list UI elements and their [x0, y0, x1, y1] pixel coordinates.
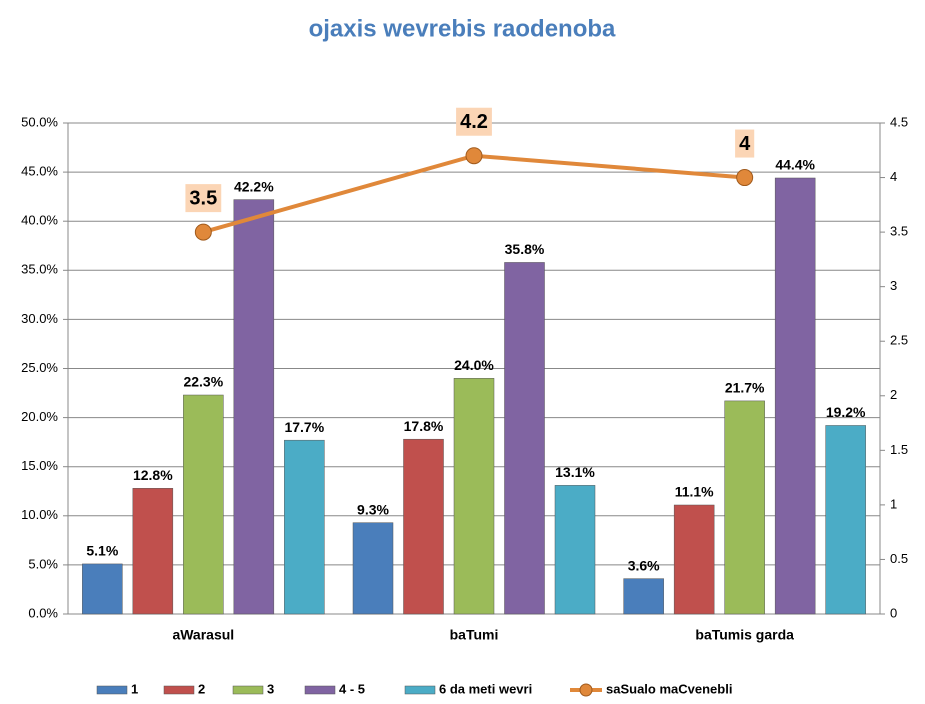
bar [774, 177, 816, 615]
y-tick-label: 35.0% [21, 262, 58, 277]
line-label-bg [735, 129, 755, 158]
value-label: 17.7% [284, 419, 324, 435]
y-tick-label: 10.0% [21, 507, 58, 522]
line-label: 4.2 [460, 111, 488, 133]
value-label: 12.8% [133, 467, 173, 483]
line-point [736, 169, 754, 187]
bar [233, 199, 275, 615]
x-tick-label: baTumis garda [695, 627, 794, 643]
bar [825, 425, 866, 615]
legend-swatch [579, 683, 593, 697]
value-label: 17.8% [404, 418, 444, 434]
y-tick-label: 15.0% [21, 458, 58, 473]
value-label: 3.6% [628, 557, 660, 573]
y2-tick-label: 4.5 [890, 114, 908, 129]
y-tick-label: 45.0% [21, 164, 58, 179]
bar [284, 439, 325, 615]
y-tick-label: 25.0% [21, 360, 58, 375]
y2-tick-label: 2.5 [890, 333, 908, 348]
line-point [194, 223, 212, 241]
value-label: 42.2% [234, 178, 274, 194]
bar [403, 438, 444, 615]
y2-tick-label: 3.5 [890, 224, 908, 239]
legend-swatch [96, 685, 128, 695]
line-label: 3.5 [189, 187, 217, 209]
value-label: 5.1% [86, 543, 118, 559]
bar [623, 578, 664, 615]
y2-tick-label: 2 [890, 387, 897, 402]
y-tick-label: 30.0% [21, 311, 58, 326]
value-label: 19.2% [826, 404, 866, 420]
y-tick-label: 0.0% [28, 605, 58, 620]
legend-label: 6 da meti wevri [439, 681, 532, 696]
line-label: 4 [739, 133, 751, 155]
value-label: 11.1% [675, 484, 714, 500]
y2-tick-label: 4 [890, 169, 897, 184]
legend-swatch [404, 685, 436, 695]
value-label: 35.8% [505, 241, 545, 257]
line-label-bg [185, 184, 222, 213]
y2-tick-label: 1 [890, 496, 897, 511]
value-label: 44.4% [775, 157, 815, 173]
bar [453, 378, 495, 615]
legend-swatch [304, 685, 336, 695]
legend-label: 3 [267, 681, 274, 696]
bar [82, 563, 123, 615]
y-tick-label: 40.0% [21, 213, 58, 228]
y2-tick-label: 0.5 [890, 551, 908, 566]
value-label: 22.3% [183, 374, 223, 390]
x-tick-label: baTumi [450, 627, 499, 643]
bar [183, 394, 224, 615]
bar [554, 485, 596, 615]
value-label: 21.7% [725, 380, 765, 396]
line-label-bg [456, 107, 492, 136]
legend-label: 1 [131, 681, 138, 696]
legend-label: 2 [198, 681, 205, 696]
bar [724, 400, 765, 615]
legend-label: saSualo maCvenebli [606, 681, 732, 696]
bar [673, 504, 715, 615]
value-label: 24.0% [454, 357, 494, 373]
chart-title: ojaxis wevrebis raodenoba [309, 15, 616, 42]
line [202, 153, 745, 235]
legend-swatch [163, 685, 195, 695]
legend-swatch [232, 685, 264, 695]
y-tick-label: 50.0% [21, 114, 58, 129]
y-tick-label: 5.0% [28, 556, 58, 571]
line-point [465, 147, 483, 165]
y2-tick-label: 3 [890, 278, 897, 293]
y2-tick-label: 0 [890, 605, 897, 620]
value-label: 9.3% [357, 501, 389, 517]
legend-label: 4 - 5 [339, 681, 365, 696]
y2-tick-label: 1.5 [890, 442, 908, 457]
bar [352, 522, 394, 615]
bar [132, 488, 174, 615]
x-tick-label: aWarasul [172, 627, 234, 643]
y-tick-label: 20.0% [21, 409, 58, 424]
bar [504, 262, 545, 615]
value-label: 13.1% [555, 464, 595, 480]
